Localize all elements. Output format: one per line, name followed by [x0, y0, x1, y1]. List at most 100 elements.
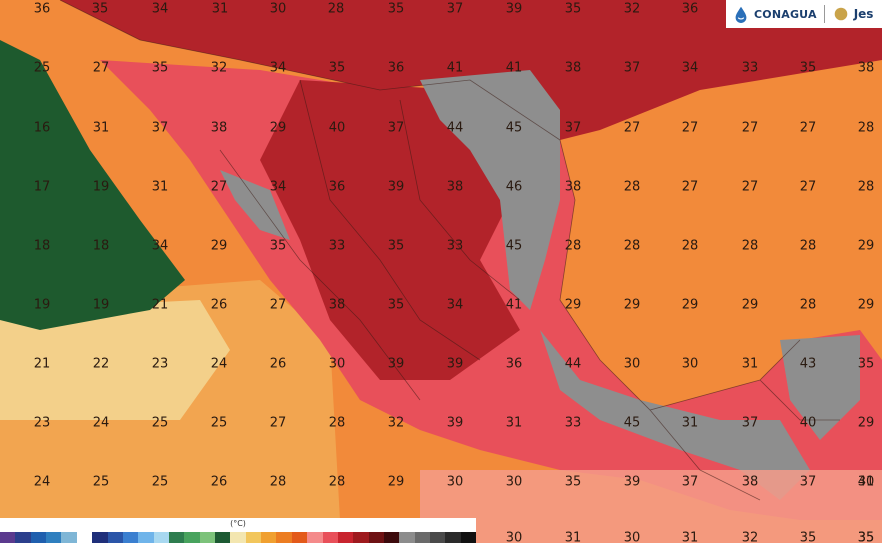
agency-name: CONAGUA [754, 7, 817, 21]
temperature-value: 18 [92, 238, 110, 254]
temperature-value: 44 [564, 356, 582, 372]
temperature-value: 24 [33, 474, 51, 490]
temperature-value: 19 [92, 297, 110, 313]
temperature-value: 31 [681, 415, 699, 431]
temperature-value: 37 [681, 474, 699, 490]
temperature-value: 39 [446, 415, 464, 431]
temperature-value: 36 [505, 356, 523, 372]
temperature-value: 28 [799, 238, 817, 254]
temperature-value: 39 [446, 356, 464, 372]
temperature-value: 29 [857, 297, 875, 313]
legend-swatch [138, 532, 154, 543]
temperature-value: 35 [387, 238, 405, 254]
legend-swatch [430, 532, 446, 543]
temperature-value: 17 [33, 179, 51, 195]
temperature-value: 35 [857, 530, 875, 543]
legend-swatch [15, 532, 31, 543]
temperature-value: 31 [681, 530, 699, 543]
temperature-value: 29 [681, 297, 699, 313]
mexico-very-hot [260, 80, 520, 380]
temperature-value: 39 [623, 474, 641, 490]
temperature-value: 29 [387, 474, 405, 490]
temperature-value: 32 [387, 415, 405, 431]
temperature-value: 28 [857, 179, 875, 195]
temperature-value: 35 [269, 238, 287, 254]
temperature-value: 46 [505, 179, 523, 195]
temperature-value: 35 [564, 1, 582, 17]
temperature-value: 39 [387, 356, 405, 372]
legend-swatch [168, 532, 185, 543]
temperature-value: 21 [33, 356, 51, 372]
legend-swatch [92, 532, 108, 543]
legend-swatch [199, 532, 216, 543]
temperature-value: 32 [623, 1, 641, 17]
partner-icon [834, 7, 847, 21]
temperature-value: 27 [681, 120, 699, 136]
temperature-value: 31 [505, 415, 523, 431]
temperature-value: 23 [151, 356, 169, 372]
legend-swatch [184, 532, 200, 543]
legend-swatch [399, 532, 415, 543]
temperature-value: 35 [387, 297, 405, 313]
water-drop-icon [735, 6, 747, 23]
temperature-value: 27 [741, 179, 759, 195]
temperature-value: 39 [505, 1, 523, 17]
north-hot-region [60, 0, 882, 140]
pacific-cool-region [0, 40, 185, 330]
temperature-value: 38 [446, 179, 464, 195]
temperature-value: 28 [328, 415, 346, 431]
temperature-value: 45 [505, 238, 523, 254]
legend-swatch [30, 532, 47, 543]
temperature-value: 27 [799, 179, 817, 195]
temperature-value: 45 [505, 120, 523, 136]
agency-logo: CONAGUA Jes [726, 0, 882, 28]
temperature-value: 37 [799, 474, 817, 490]
temperature-value: 34 [446, 297, 464, 313]
temperature-value: 31 [211, 1, 229, 17]
temperature-value: 28 [799, 297, 817, 313]
temperature-value: 30 [328, 356, 346, 372]
legend-swatch [61, 532, 77, 543]
temperature-value: 32 [741, 530, 759, 543]
temperature-value: 29 [623, 297, 641, 313]
temperature-value: 35 [857, 530, 875, 543]
temperature-value: 27 [623, 120, 641, 136]
legend-swatch [445, 532, 461, 543]
extreme-heat-isthmus [540, 330, 810, 500]
temperature-value: 37 [623, 60, 641, 76]
temperature-value: 31 [151, 179, 169, 195]
legend-swatch [414, 532, 431, 543]
legend-swatch [460, 532, 477, 543]
temperature-value: 30 [269, 1, 287, 17]
temperature-value: 33 [564, 415, 582, 431]
legend-color-bar [0, 532, 477, 543]
temperature-value: 27 [741, 120, 759, 136]
temperature-value: 35 [857, 356, 875, 372]
temperature-value: 30 [446, 474, 464, 490]
temperature-value: 38 [564, 60, 582, 76]
temperature-value: 40 [328, 120, 346, 136]
legend-swatch [76, 532, 93, 543]
extreme-heat-north [420, 70, 560, 310]
temperature-value: 35 [564, 474, 582, 490]
temperature-value: 27 [681, 179, 699, 195]
temperature-value: 27 [269, 415, 287, 431]
legend-swatch [107, 532, 123, 543]
temperature-value: 39 [387, 179, 405, 195]
temperature-value: 35 [387, 1, 405, 17]
legend-swatch [322, 532, 338, 543]
temperature-value: 26 [210, 297, 228, 313]
legend-unit: (°C) [230, 519, 246, 528]
temperature-value: 30 [505, 474, 523, 490]
temperature-value: 29 [857, 238, 875, 254]
temperature-value: 37 [564, 120, 582, 136]
temperature-value: 30 [623, 356, 641, 372]
legend-swatch [122, 532, 139, 543]
temperature-value: 28 [328, 474, 346, 490]
temperature-value: 29 [564, 297, 582, 313]
legend-swatch [153, 532, 169, 543]
temperature-value: 22 [92, 356, 110, 372]
legend-swatch [230, 532, 246, 543]
temperature-value: 33 [328, 238, 346, 254]
temperature-value: 28 [857, 120, 875, 136]
